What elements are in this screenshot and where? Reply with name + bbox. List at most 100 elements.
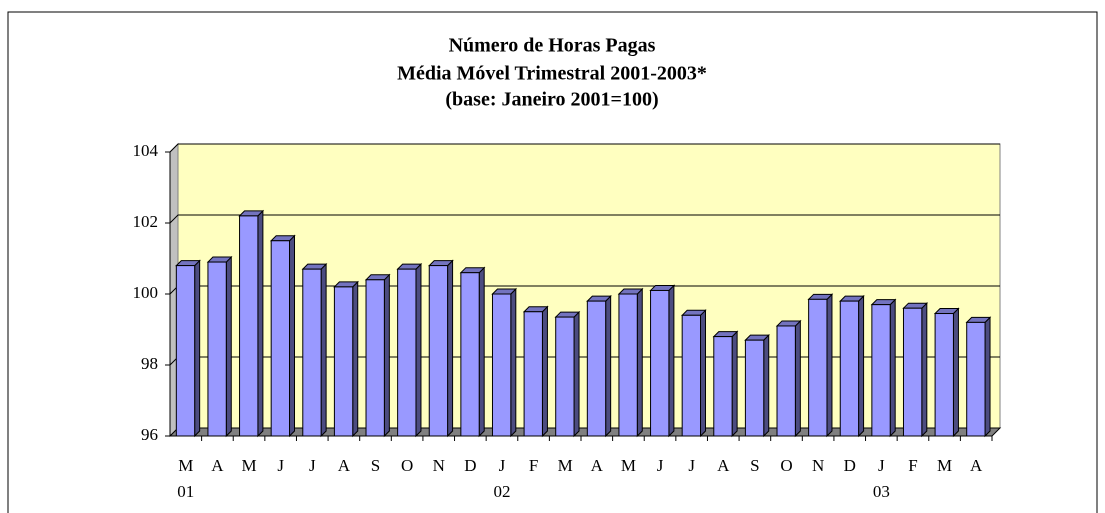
bar bbox=[428, 259, 454, 438]
bar-side bbox=[415, 262, 422, 438]
x-tick-label: A bbox=[717, 456, 730, 475]
bar-front bbox=[586, 300, 607, 437]
bar-side bbox=[731, 330, 738, 438]
bar-side bbox=[257, 209, 264, 438]
bar bbox=[839, 294, 865, 438]
x-tick-label: O bbox=[401, 456, 413, 475]
bar-side bbox=[541, 305, 548, 438]
bar-side bbox=[573, 310, 580, 438]
bar-front bbox=[966, 321, 986, 437]
bar bbox=[459, 266, 486, 438]
bar bbox=[491, 287, 518, 438]
bar-side bbox=[478, 266, 485, 438]
bar-front bbox=[428, 265, 449, 437]
bar bbox=[396, 262, 423, 438]
x-tick-label: S bbox=[371, 456, 380, 475]
x-tick-label: A bbox=[970, 456, 983, 475]
x-tick-label: N bbox=[812, 456, 824, 475]
bar bbox=[301, 262, 328, 438]
x-year-label: 03 bbox=[873, 482, 890, 501]
bar-side bbox=[984, 316, 991, 438]
bar-front bbox=[207, 261, 227, 437]
bar-front bbox=[270, 240, 291, 437]
bar-side bbox=[447, 259, 454, 438]
bar-side bbox=[858, 294, 865, 438]
y-tick-label: 100 bbox=[133, 283, 159, 302]
bar bbox=[712, 330, 739, 438]
x-tick-label: N bbox=[433, 456, 445, 475]
grid-line bbox=[169, 214, 1000, 224]
x-tick-label: F bbox=[529, 456, 538, 475]
x-year-label: 01 bbox=[177, 482, 194, 501]
bar-front bbox=[523, 311, 543, 437]
bar bbox=[269, 234, 296, 438]
bar bbox=[965, 316, 992, 438]
bar-front bbox=[333, 286, 354, 437]
y-tick-label: 96 bbox=[141, 425, 158, 444]
x-tick-label: J bbox=[878, 456, 885, 475]
x-tick-label: D bbox=[844, 456, 856, 475]
x-tick-label: M bbox=[621, 456, 636, 475]
bar bbox=[364, 273, 391, 438]
x-tick-label: J bbox=[277, 456, 284, 475]
y-tick-label: 102 bbox=[133, 212, 159, 231]
bar bbox=[333, 280, 359, 438]
bar-front bbox=[239, 215, 259, 437]
x-tick-label: M bbox=[241, 456, 256, 475]
bar bbox=[586, 294, 612, 438]
bar bbox=[649, 284, 676, 438]
bar-side bbox=[763, 333, 770, 438]
bar-side bbox=[383, 273, 390, 438]
bar-side bbox=[225, 255, 232, 438]
bar bbox=[522, 305, 549, 438]
x-tick-label: A bbox=[211, 456, 224, 475]
x-tick-label: M bbox=[937, 456, 952, 475]
bar-side bbox=[921, 301, 928, 438]
bar bbox=[775, 319, 802, 438]
bar-front bbox=[397, 268, 417, 437]
bar bbox=[175, 259, 201, 438]
bar bbox=[933, 307, 960, 438]
bar bbox=[870, 298, 897, 438]
bar-front bbox=[808, 298, 828, 437]
x-tick-label: O bbox=[780, 456, 792, 475]
bar bbox=[617, 287, 644, 438]
x-tick-label: A bbox=[338, 456, 351, 475]
x-tick-label: J bbox=[657, 456, 664, 475]
y-tick-label: 104 bbox=[133, 141, 159, 160]
bar-front bbox=[618, 293, 638, 437]
bar-front bbox=[871, 304, 891, 437]
x-tick-label: F bbox=[908, 456, 917, 475]
bar-side bbox=[668, 284, 675, 438]
bar-side bbox=[510, 287, 517, 438]
bar-side bbox=[889, 298, 896, 438]
chart-subtitle: (base: Janeiro 2001=100) bbox=[445, 89, 658, 111]
bar bbox=[807, 293, 834, 438]
bar-front bbox=[776, 325, 796, 437]
x-tick-label: J bbox=[309, 456, 316, 475]
x-year-label: 02 bbox=[493, 482, 510, 501]
x-tick-label: M bbox=[178, 456, 193, 475]
bar-front bbox=[713, 336, 733, 437]
bar-side bbox=[320, 262, 327, 438]
bar-front bbox=[650, 289, 670, 437]
bar bbox=[238, 209, 265, 438]
frame bbox=[7, 11, 1098, 513]
bar bbox=[680, 309, 707, 438]
x-tick-label: A bbox=[591, 456, 604, 475]
grid-line bbox=[169, 143, 1000, 153]
bar bbox=[206, 255, 233, 438]
bar-front bbox=[302, 268, 322, 437]
bar-side bbox=[605, 294, 612, 438]
bar-front bbox=[839, 300, 860, 437]
bar-side bbox=[952, 307, 959, 438]
bar bbox=[744, 333, 770, 438]
chart-subtitle: Média Móvel Trimestral 2001-2003* bbox=[397, 63, 707, 85]
bar-side bbox=[194, 259, 201, 438]
bar-front bbox=[491, 293, 512, 437]
bar bbox=[902, 301, 929, 438]
x-tick-label: D bbox=[464, 456, 476, 475]
bar-front bbox=[902, 307, 923, 437]
bar-front bbox=[365, 279, 385, 437]
